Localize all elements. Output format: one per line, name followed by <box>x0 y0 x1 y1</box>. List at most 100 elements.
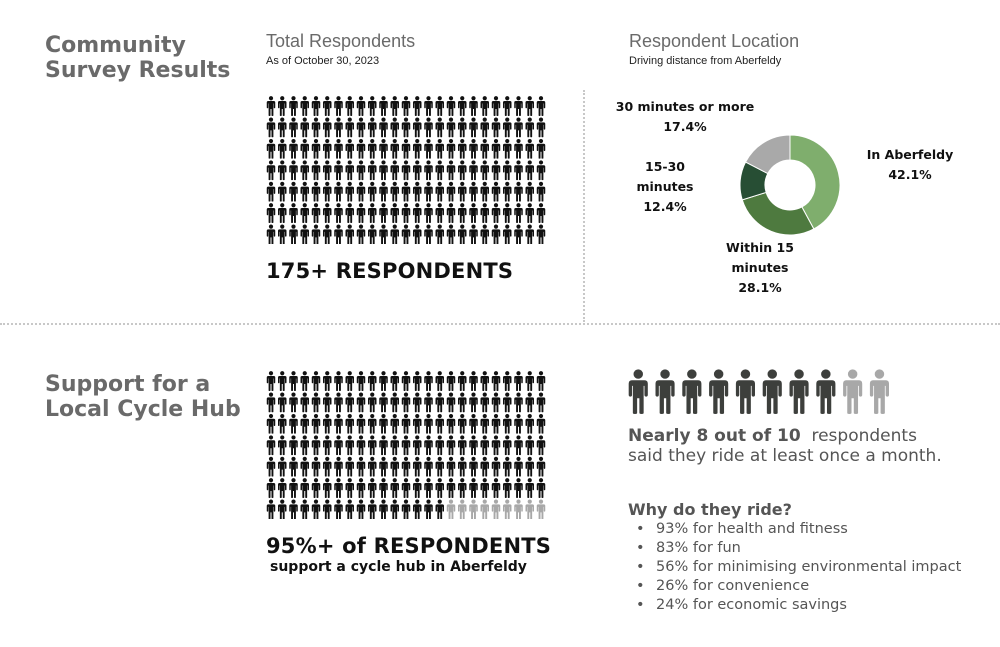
donut-slice-within-15-minutes <box>741 191 815 236</box>
person-icon-muted <box>536 499 546 519</box>
person-icon-highlighted <box>525 413 534 434</box>
person-icon-highlighted <box>311 203 321 223</box>
person-icon-highlighted <box>469 160 478 181</box>
person-icon-highlighted <box>334 499 343 519</box>
donut-label-within15-name: Within 15 minutes <box>726 240 794 275</box>
person-icon-highlighted <box>300 456 309 477</box>
vertical-divider <box>583 90 585 322</box>
person-icon-highlighted <box>379 435 388 456</box>
support-headline: 95%+ of RESPONDENTS <box>266 534 552 558</box>
person-icon-highlighted <box>446 413 456 434</box>
donut-label-15-30-value: 12.4% <box>643 199 687 214</box>
person-icon-highlighted <box>401 456 411 477</box>
person-icon-highlighted <box>345 478 354 498</box>
person-icon-highlighted <box>390 435 399 456</box>
person-icon-highlighted <box>446 435 456 456</box>
person-icon-highlighted <box>266 138 276 159</box>
person-icon-highlighted <box>525 371 534 391</box>
person-icon-highlighted <box>435 203 444 223</box>
person-icon-muted <box>446 499 456 519</box>
person-icon-highlighted <box>480 138 489 159</box>
person-icon-highlighted <box>334 96 343 116</box>
person-icon-highlighted <box>469 138 478 159</box>
person-icon-highlighted <box>401 224 411 244</box>
person-icon-highlighted <box>289 160 298 181</box>
person-icon-highlighted <box>413 181 422 202</box>
person-icon-highlighted <box>424 160 433 181</box>
why-ride-list: • 93% for health and fitness • 83% for fun… <box>628 520 961 615</box>
person-icon-highlighted <box>379 413 388 434</box>
person-icon-highlighted <box>514 203 523 223</box>
person-icon-highlighted <box>682 369 702 414</box>
person-icon-highlighted <box>514 478 523 498</box>
person-icon-highlighted <box>536 435 546 456</box>
donut-label-aberfeldy: In Aberfeldy 42.1% <box>855 145 965 185</box>
person-icon-highlighted <box>345 456 354 477</box>
person-icon-highlighted <box>424 181 433 202</box>
person-icon-highlighted <box>446 96 456 116</box>
person-icon-highlighted <box>491 435 501 456</box>
person-icon-highlighted <box>334 413 343 434</box>
person-icon-highlighted <box>311 478 321 498</box>
person-icon-highlighted <box>300 117 309 138</box>
survey-section-title: Community Survey Results <box>45 33 230 83</box>
person-icon-highlighted <box>401 138 411 159</box>
person-icon-highlighted <box>413 499 422 519</box>
person-icon-highlighted <box>356 181 366 202</box>
person-icon-highlighted <box>368 413 377 434</box>
person-icon-highlighted <box>446 138 456 159</box>
person-icon-highlighted <box>289 203 298 223</box>
person-icon-highlighted <box>289 138 298 159</box>
person-icon-highlighted <box>278 138 287 159</box>
respondents-pictograph <box>266 96 546 244</box>
person-icon-highlighted <box>311 456 321 477</box>
person-icon-highlighted <box>435 435 444 456</box>
person-icon-highlighted <box>300 478 309 498</box>
person-icon-muted <box>469 499 478 519</box>
total-respondents-subtitle: As of October 30, 2023 <box>266 55 380 67</box>
person-icon-highlighted <box>446 203 456 223</box>
person-icon-highlighted <box>266 413 276 434</box>
total-respondents-title: Total Respondents <box>266 31 416 51</box>
person-icon-highlighted <box>311 371 321 391</box>
person-icon-highlighted <box>816 369 836 414</box>
person-icon-highlighted <box>390 392 399 413</box>
person-icon-highlighted <box>435 499 444 519</box>
person-icon-highlighted <box>491 117 501 138</box>
person-icon-highlighted <box>413 371 422 391</box>
person-icon-highlighted <box>334 224 343 244</box>
person-icon-highlighted <box>446 392 456 413</box>
person-icon-highlighted <box>536 392 546 413</box>
person-icon-highlighted <box>469 371 478 391</box>
person-icon-highlighted <box>368 96 377 116</box>
person-icon-highlighted <box>323 224 332 244</box>
person-icon-highlighted <box>469 435 478 456</box>
person-icon-highlighted <box>503 413 512 434</box>
person-icon-highlighted <box>424 456 433 477</box>
person-icon-highlighted <box>458 160 467 181</box>
person-icon-highlighted <box>368 117 377 138</box>
person-icon-highlighted <box>413 138 422 159</box>
person-icon-highlighted <box>480 203 489 223</box>
person-icon-highlighted <box>278 392 287 413</box>
person-icon-highlighted <box>289 478 298 498</box>
person-icon-highlighted <box>503 392 512 413</box>
person-icon-highlighted <box>424 96 433 116</box>
person-icon-highlighted <box>345 181 354 202</box>
person-icon-highlighted <box>390 160 399 181</box>
person-icon-highlighted <box>491 203 501 223</box>
donut-label-30plus: 30 minutes or more 17.4% <box>615 97 755 137</box>
person-icon-highlighted <box>536 478 546 498</box>
person-icon-highlighted <box>435 138 444 159</box>
person-icon-highlighted <box>345 138 354 159</box>
person-icon-highlighted <box>491 456 501 477</box>
person-icon-highlighted <box>424 392 433 413</box>
person-icon-highlighted <box>435 160 444 181</box>
person-icon-highlighted <box>536 181 546 202</box>
person-icon-highlighted <box>480 96 489 116</box>
person-icon-muted <box>514 499 523 519</box>
person-icon-highlighted <box>536 203 546 223</box>
person-icon-highlighted <box>525 478 534 498</box>
person-icon-highlighted <box>390 413 399 434</box>
person-icon-highlighted <box>446 478 456 498</box>
